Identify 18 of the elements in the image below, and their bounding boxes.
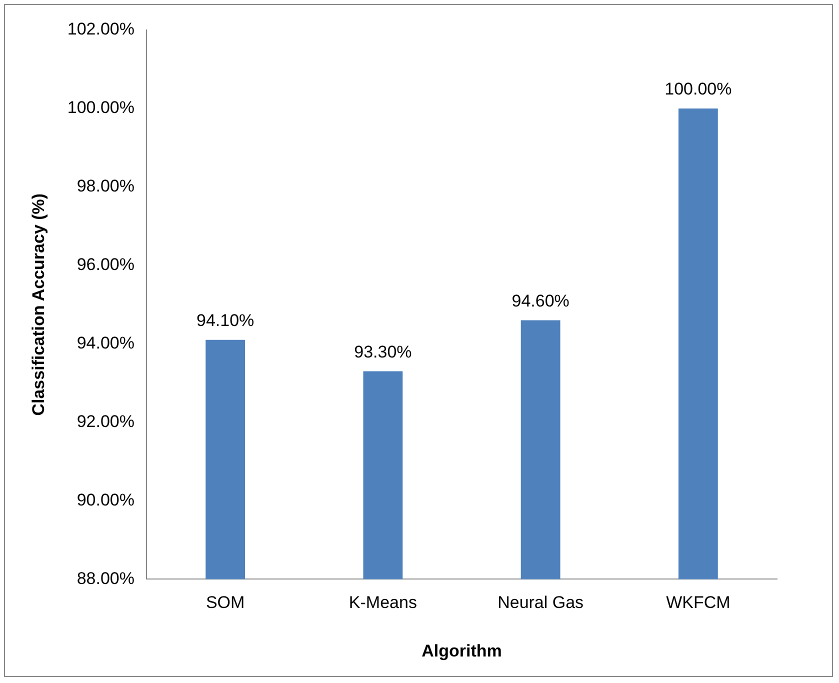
data-label: 100.00%	[664, 80, 732, 99]
y-tick-label: 94.00%	[76, 334, 135, 353]
y-tick-label: 100.00%	[67, 98, 135, 118]
x-tick-label: Neural Gas	[498, 593, 584, 612]
y-tick-label: 102.00%	[67, 20, 135, 39]
x-tick-label: K-Means	[348, 593, 417, 612]
y-tick-label: 98.00%	[76, 176, 135, 196]
x-axis-title: Algorithm	[422, 641, 502, 660]
y-tick-label: 92.00%	[76, 412, 135, 431]
data-label: 94.60%	[512, 291, 570, 310]
x-tick-label: WKFCM	[666, 593, 730, 612]
data-label: 93.30%	[354, 342, 412, 362]
y-tick-label: 96.00%	[76, 255, 135, 274]
y-tick-label: 90.00%	[76, 490, 135, 510]
y-axis-title: Classification Accuracy (%)	[28, 193, 48, 416]
data-label: 94.10%	[196, 311, 254, 330]
x-tick-label: SOM	[206, 593, 245, 612]
y-tick-label: 88.00%	[76, 568, 135, 588]
